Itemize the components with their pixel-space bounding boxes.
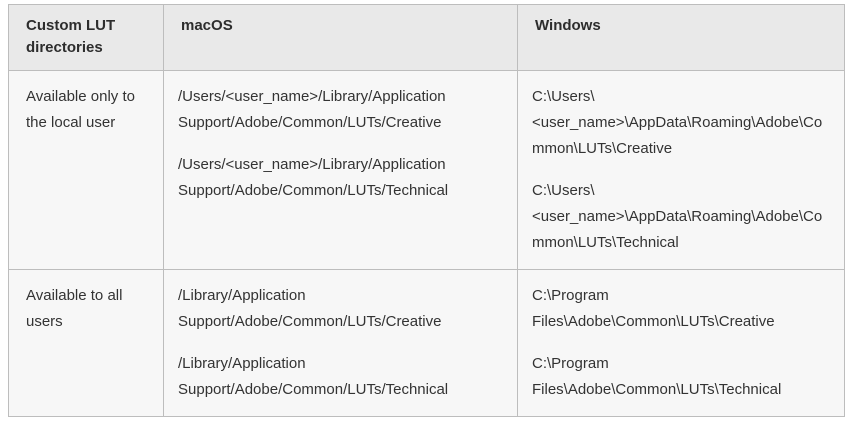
macos-paths-all-users-cell: /Library/Application Support/Adobe/Commo… [163, 269, 518, 417]
path-text: /Users/<user_name>/Library/Application S… [178, 156, 449, 199]
path-text: /Library/Application Support/Adobe/Commo… [178, 355, 449, 398]
table-row: Available only to the local user /Users/… [8, 70, 845, 270]
path-text: C:\Users\<user_name>\AppData\Roaming\Ado… [532, 182, 823, 251]
row-label-all-users: Available to all users [8, 269, 164, 417]
column-header-macos: macOS [163, 4, 518, 71]
path-text: C:\Program Files\Adobe\Common\LUTs\Techn… [532, 355, 782, 398]
windows-paths-all-users-cell: C:\Program Files\Adobe\Common\LUTs\Creat… [517, 269, 845, 417]
windows-paths-local-user-cell: C:\Users\<user_name>\AppData\Roaming\Ado… [517, 70, 845, 270]
path-text: /Library/Application Support/Adobe/Commo… [178, 287, 442, 330]
path-text: C:\Users\<user_name>\AppData\Roaming\Ado… [532, 88, 823, 157]
column-header-windows: Windows [517, 4, 845, 71]
table-row: Available to all users /Library/Applicat… [8, 269, 845, 417]
column-header-custom-lut-directories: Custom LUT directories [8, 4, 164, 71]
lut-directories-table: Custom LUT directories macOS Windows Ava… [8, 4, 845, 417]
path-text: C:\Program Files\Adobe\Common\LUTs\Creat… [532, 287, 775, 330]
macos-paths-local-user-cell: /Users/<user_name>/Library/Application S… [163, 70, 518, 270]
row-label-local-user: Available only to the local user [8, 70, 164, 270]
path-text: /Users/<user_name>/Library/Application S… [178, 88, 446, 131]
table-header-row: Custom LUT directories macOS Windows [8, 4, 845, 71]
